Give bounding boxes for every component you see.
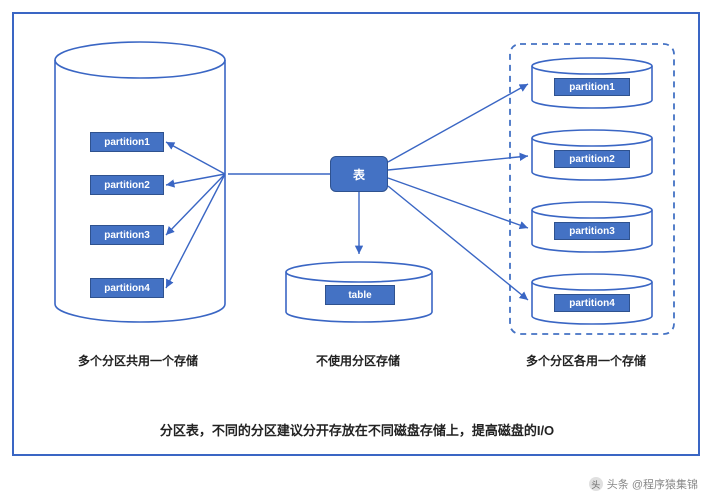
left-partition-4: partition4 [90,278,164,298]
watermark-icon: 头 [589,477,603,491]
right-partition-4: partition4 [554,294,630,312]
right-partition-1: partition1 [554,78,630,96]
watermark-text: 头条 @程序猿集锦 [607,476,698,492]
caption-right: 多个分区各用一个存储 [526,352,646,369]
bottom-table-label: table [325,285,395,305]
canvas: 表 多个分区共用一个存储 不使用分区存储 多个分区各用一个存储 分区表，不同的分… [0,0,714,500]
center-table-node: 表 [330,156,388,192]
left-partition-3: partition3 [90,225,164,245]
right-partition-2: partition2 [554,150,630,168]
watermark: 头 头条 @程序猿集锦 [589,476,698,492]
right-partition-3: partition3 [554,222,630,240]
caption-left: 多个分区共用一个存储 [78,352,198,369]
caption-bottom: 分区表，不同的分区建议分开存放在不同磁盘存储上，提高磁盘的I/O [0,420,714,439]
left-partition-1: partition1 [90,132,164,152]
caption-middle: 不使用分区存储 [316,352,400,369]
center-label: 表 [353,166,365,183]
left-partition-2: partition2 [90,175,164,195]
